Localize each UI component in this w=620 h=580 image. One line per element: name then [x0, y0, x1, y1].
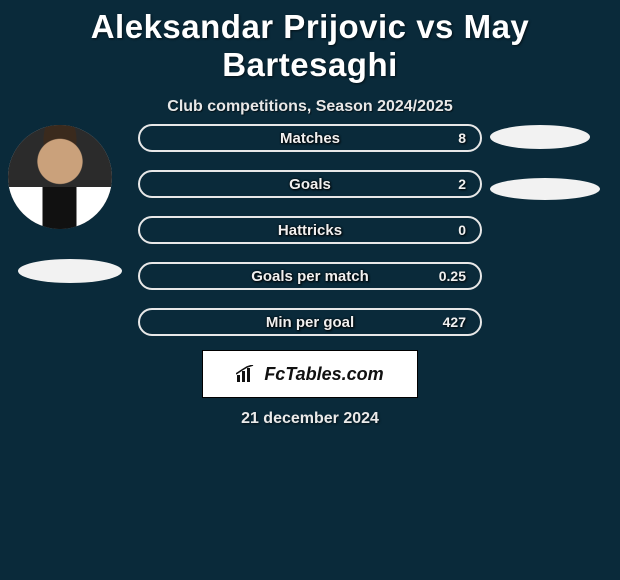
stat-label: Min per goal — [266, 314, 354, 331]
stat-row-hattricks: Hattricks 0 — [138, 216, 482, 244]
stat-row-matches: Matches 8 — [138, 124, 482, 152]
stat-label: Goals — [289, 176, 331, 193]
stat-label: Hattricks — [278, 222, 342, 239]
player-avatar-left — [8, 125, 112, 229]
stat-value: 427 — [443, 314, 466, 330]
stat-label: Matches — [280, 130, 340, 147]
stat-row-goals: Goals 2 — [138, 170, 482, 198]
stat-value: 2 — [458, 176, 466, 192]
brand-badge: FcTables.com — [202, 350, 418, 398]
stat-value: 8 — [458, 130, 466, 146]
stat-label: Goals per match — [251, 268, 369, 285]
stat-row-goals-per-match: Goals per match 0.25 — [138, 262, 482, 290]
placeholder-oval-left — [18, 259, 122, 283]
brand-text: FcTables.com — [264, 364, 383, 385]
date-text: 21 december 2024 — [0, 410, 620, 428]
stat-value: 0.25 — [439, 268, 466, 284]
stats-panel: Matches 8 Goals 2 Hattricks 0 Goals per … — [138, 124, 482, 354]
stat-value: 0 — [458, 222, 466, 238]
page-title: Aleksandar Prijovic vs May Bartesaghi — [0, 0, 620, 84]
subtitle: Club competitions, Season 2024/2025 — [0, 98, 620, 116]
placeholder-oval-right-2 — [490, 178, 600, 200]
placeholder-oval-right-1 — [490, 125, 590, 149]
stat-row-min-per-goal: Min per goal 427 — [138, 308, 482, 336]
bar-chart-icon — [236, 365, 258, 383]
